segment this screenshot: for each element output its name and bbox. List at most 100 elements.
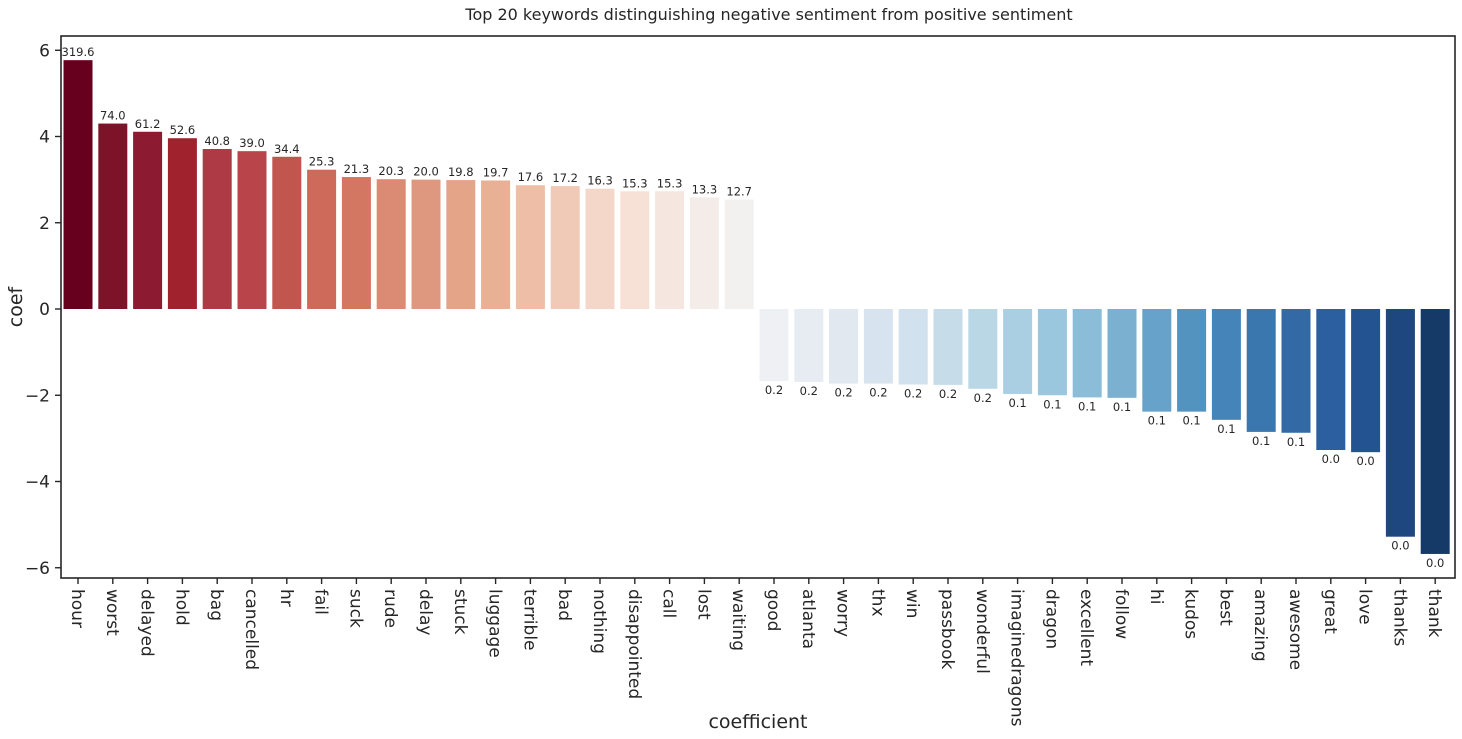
bar-value-label: 0.2 [869, 386, 887, 400]
bar-value-label: 17.6 [518, 170, 544, 184]
bar-thank [1420, 309, 1450, 554]
bar-dragon [1037, 309, 1067, 396]
bar-waiting [724, 199, 754, 309]
bar-amazing [1246, 309, 1276, 432]
bar-value-label: 0.1 [1182, 414, 1200, 428]
x-tick-label: hi [1146, 589, 1166, 605]
bar-value-label: 0.0 [1322, 452, 1340, 466]
bar-thanks [1385, 309, 1415, 537]
bar-value-label: 0.1 [1148, 414, 1166, 428]
x-tick-label: bad [554, 589, 574, 621]
bar-value-label: 0.2 [834, 386, 852, 400]
bar-hour [63, 60, 93, 310]
x-tick-label: wonderful [972, 589, 992, 674]
bar-good [759, 309, 789, 382]
bar-value-label: 0.1 [1043, 397, 1061, 411]
x-tick-label: waiting [728, 589, 748, 651]
bar-value-label: 12.7 [726, 184, 752, 198]
bar-value-label: 13.3 [692, 182, 718, 196]
x-tick-label: passbook [937, 589, 957, 670]
bar-value-label: 0.0 [1391, 539, 1409, 553]
y-tick-label: 4 [39, 128, 50, 148]
bar-cancelled [237, 151, 267, 309]
x-axis-label: coefficient [708, 711, 807, 733]
x-tick-label: amazing [1250, 589, 1270, 662]
bar-love [1351, 309, 1381, 453]
x-tick-label: delayed [137, 589, 157, 657]
x-tick-label: call [659, 589, 679, 618]
x-tick-label: kudos [1181, 589, 1201, 639]
bar-value-label: 0.2 [939, 387, 957, 401]
x-tick-label: best [1215, 589, 1235, 626]
x-tick-label: luggage [485, 589, 505, 658]
bar-bag [202, 149, 232, 309]
x-tick-label: imaginedragons [1007, 589, 1027, 727]
x-tick-label: thank [1424, 589, 1444, 638]
bar-value-label: 319.6 [62, 45, 95, 59]
bar-value-label: 19.7 [483, 165, 509, 179]
bar-delayed [133, 131, 163, 309]
bar-follow [1107, 309, 1137, 398]
bar-value-label: 19.8 [448, 165, 474, 179]
y-axis-label: coef [5, 285, 27, 327]
y-tick-label: 6 [39, 41, 50, 61]
bar-value-label: 16.3 [587, 174, 613, 188]
bar-value-label: 0.1 [1287, 435, 1305, 449]
y-tick-label: −2 [25, 386, 50, 406]
bar-value-label: 0.2 [800, 384, 818, 398]
bar-nothing [585, 188, 615, 309]
bar-value-label: 0.1 [1252, 434, 1270, 448]
bar-value-label: 0.1 [1113, 400, 1131, 414]
x-tick-label: hour [67, 589, 87, 628]
bar-value-label: 15.3 [657, 176, 683, 190]
bar-great [1316, 309, 1346, 451]
bar-suck [341, 177, 371, 309]
bar-value-label: 74.0 [100, 109, 126, 123]
x-tick-label: hr [276, 589, 296, 607]
x-tick-label: lost [693, 589, 713, 620]
bar-value-label: 0.1 [1217, 422, 1235, 436]
x-tick-label: win [902, 589, 922, 618]
y-tick-label: −6 [25, 559, 50, 579]
x-tick-label: suck [345, 589, 365, 628]
y-axis-ticks: −6 −4 −2 0 2 4 6 [25, 41, 61, 579]
x-tick-label: thanks [1389, 589, 1409, 646]
bars [63, 60, 1450, 554]
bar-lost [689, 197, 719, 309]
bar-worst [98, 123, 128, 309]
x-tick-label: dragon [1041, 589, 1061, 649]
x-tick-label: terrible [519, 589, 539, 651]
bar-excellent [1072, 309, 1102, 398]
bar-bad [550, 186, 580, 309]
bar-value-label: 34.4 [274, 142, 300, 156]
bar-value-label: 52.6 [170, 123, 196, 137]
bar-stuck [446, 180, 476, 309]
bar-value-label: 0.2 [904, 386, 922, 400]
bar-awesome [1281, 309, 1311, 433]
bar-value-label: 0.1 [1008, 396, 1026, 410]
x-tick-label: excellent [1076, 589, 1096, 666]
bar-atlanta [794, 309, 824, 382]
bar-value-label: 15.3 [622, 176, 648, 190]
x-tick-label: atlanta [798, 589, 818, 649]
x-tick-label: rude [380, 589, 400, 628]
x-tick-label: delay [415, 589, 435, 635]
bar-disappointed [620, 191, 650, 309]
bar-rude [376, 179, 406, 309]
x-tick-label: love [1355, 589, 1375, 625]
x-tick-label: hold [171, 589, 191, 626]
bar-win [898, 309, 928, 385]
bar-value-label: 21.3 [344, 162, 370, 176]
bar-value-label: 61.2 [135, 117, 161, 131]
x-tick-label: good [763, 589, 783, 631]
x-tick-label: thx [867, 589, 887, 617]
x-tick-label: follow [1111, 589, 1131, 639]
bar-best [1211, 309, 1241, 420]
bar-hi [1142, 309, 1172, 412]
bar-value-label: 20.3 [378, 164, 404, 178]
bar-wonderful [968, 309, 998, 389]
bar-delay [411, 179, 441, 309]
bar-imaginedragons [1003, 309, 1033, 394]
bar-value-label: 0.2 [765, 383, 783, 397]
